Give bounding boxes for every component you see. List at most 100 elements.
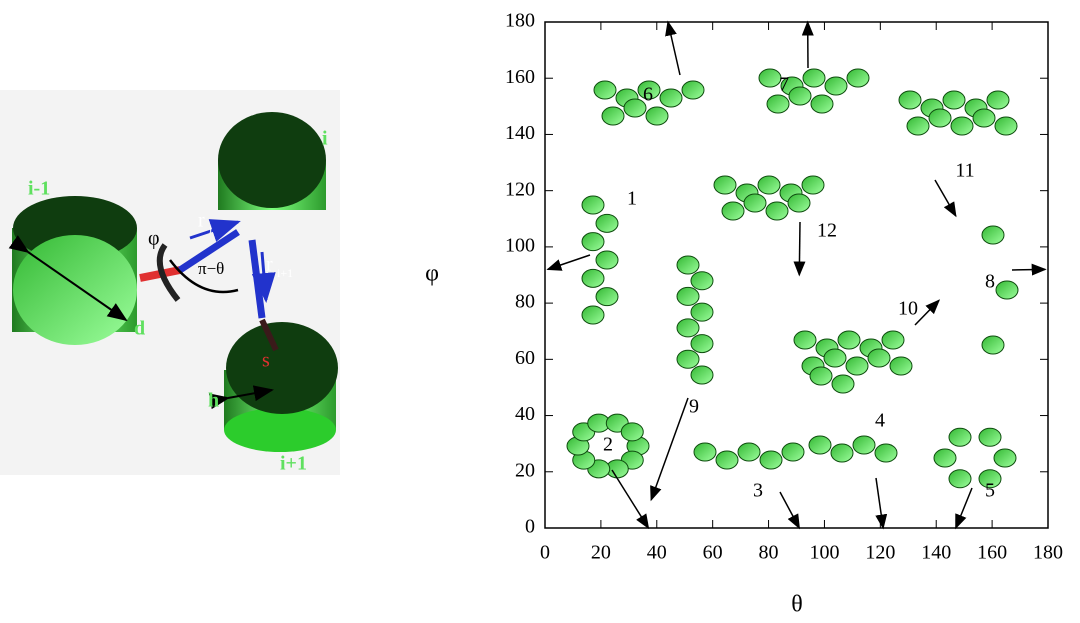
label: s xyxy=(262,350,270,372)
molecule-disk xyxy=(682,81,704,99)
arrow xyxy=(956,488,972,528)
x-tick-label: 60 xyxy=(703,542,723,564)
molecule-disk xyxy=(824,349,846,367)
molecule-disk xyxy=(759,69,781,87)
molecule-disk xyxy=(949,428,971,446)
molecule-disk xyxy=(677,350,699,368)
diagram: i i-1 i+1 d h s φ r i r i+1 π−θ xyxy=(0,90,340,475)
molecule-disk xyxy=(973,109,995,127)
molecule-disk xyxy=(716,451,738,469)
molecule-disk xyxy=(809,436,831,454)
arrow xyxy=(1012,269,1045,270)
label: i xyxy=(322,128,328,150)
label: i+1 xyxy=(277,266,293,280)
arrow xyxy=(915,300,939,325)
molecule-disk xyxy=(994,449,1016,467)
disk-top xyxy=(226,322,338,414)
x-tick-label: 160 xyxy=(977,542,1007,564)
molecule-disk xyxy=(846,357,868,375)
point-label: 6 xyxy=(643,84,653,106)
x-tick-label: 180 xyxy=(1033,542,1063,564)
arrow xyxy=(668,22,680,75)
molecule-disk xyxy=(582,269,604,287)
molecule-disk xyxy=(794,331,816,349)
molecule-disk xyxy=(811,95,833,113)
label: i+1 xyxy=(280,453,307,475)
disk-top xyxy=(218,112,326,208)
molecule-disk xyxy=(934,449,956,467)
disk-bottom xyxy=(224,408,336,452)
molecule-disk xyxy=(943,91,965,109)
label: r xyxy=(266,254,273,276)
label: r xyxy=(198,210,205,232)
molecule-disk xyxy=(766,202,788,220)
y-tick-label: 100 xyxy=(505,234,535,256)
molecule-disk xyxy=(982,226,1004,244)
point-label: 8 xyxy=(985,271,995,293)
molecule-disk xyxy=(694,443,716,461)
figure: i i-1 i+1 d h s φ r i r i+1 π−θ θ φ 0204… xyxy=(0,0,1080,618)
x-tick-label: 40 xyxy=(647,542,667,564)
point-label: 10 xyxy=(898,298,918,320)
molecule-disk xyxy=(853,436,875,454)
y-axis-label: φ xyxy=(425,261,439,287)
molecule-disk xyxy=(810,367,832,385)
x-tick-label: 140 xyxy=(921,542,951,564)
molecule-disk xyxy=(949,470,971,488)
molecule-disk xyxy=(832,375,854,393)
molecule-disk xyxy=(995,117,1017,135)
arrow xyxy=(548,255,590,269)
molecule-disk xyxy=(788,194,810,212)
molecule-disk xyxy=(868,349,890,367)
molecule-disk xyxy=(802,176,824,194)
molecule-disk xyxy=(677,319,699,337)
x-tick-label: 120 xyxy=(865,542,895,564)
label: d xyxy=(134,318,145,340)
molecule-disk xyxy=(714,176,736,194)
molecule-disk xyxy=(782,443,804,461)
molecule-disk xyxy=(722,202,744,220)
molecule-disk xyxy=(596,288,618,306)
page: i i-1 i+1 d h s φ r i r i+1 π−θ θ φ 0204… xyxy=(0,0,1080,618)
molecule-disk xyxy=(982,336,1004,354)
molecule-disk xyxy=(847,69,869,87)
molecule-disk xyxy=(907,117,929,135)
arrow xyxy=(651,398,688,500)
molecule-disk xyxy=(691,335,713,353)
molecule-disk xyxy=(691,366,713,384)
point-label: 3 xyxy=(753,480,763,502)
molecule-disk xyxy=(890,357,912,375)
point-label: 9 xyxy=(689,396,699,418)
molecule-disk xyxy=(758,176,780,194)
label: i-1 xyxy=(28,178,50,200)
molecule-disk xyxy=(803,69,825,87)
y-tick-label: 80 xyxy=(515,291,535,313)
disk-face xyxy=(13,235,137,345)
point-label: 5 xyxy=(985,480,995,502)
y-tick-label: 60 xyxy=(515,347,535,369)
molecule-disk xyxy=(582,233,604,251)
molecule-disk xyxy=(899,91,921,109)
y-tick-label: 120 xyxy=(505,178,535,200)
molecule-disk xyxy=(594,81,616,99)
molecule-disk xyxy=(767,95,789,113)
point-label: 2 xyxy=(603,434,613,456)
molecule-disk xyxy=(582,196,604,214)
point-label: 1 xyxy=(627,188,637,210)
molecule-disk xyxy=(621,423,643,441)
molecule-disk xyxy=(987,91,1009,109)
arrow xyxy=(876,478,883,528)
x-axis-label: θ xyxy=(791,592,803,618)
x-tick-label: 80 xyxy=(759,542,779,564)
molecule-disk xyxy=(825,77,847,95)
label: π−θ xyxy=(198,259,224,278)
molecule-disk xyxy=(596,214,618,232)
molecule-disk xyxy=(691,303,713,321)
molecule-disk xyxy=(875,444,897,462)
label: h xyxy=(208,390,219,412)
molecule-disk xyxy=(646,107,668,125)
label: φ xyxy=(148,228,160,250)
y-tick-label: 180 xyxy=(505,10,535,32)
molecule-disk xyxy=(831,444,853,462)
molecule-disk xyxy=(996,281,1018,299)
